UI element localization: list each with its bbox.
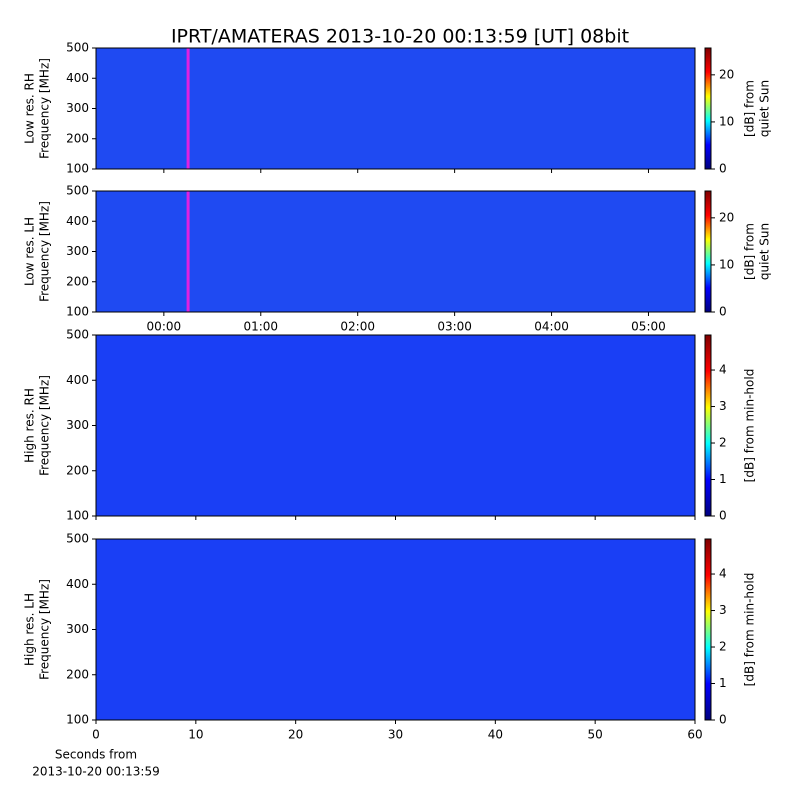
y-tick-label: 400 (66, 71, 89, 85)
colorbar-tick-label: 20 (719, 67, 734, 81)
y-tick-label: 500 (66, 184, 89, 198)
x-tick-label: 04:00 (534, 320, 569, 334)
x-tick-label: 60 (687, 728, 702, 742)
y-tick-label: 400 (66, 214, 89, 228)
x-tick-label: 30 (388, 728, 403, 742)
colorbar-tick-label: 10 (719, 257, 734, 271)
colorbar-label: quiet Sun (758, 223, 772, 280)
y-tick-label: 400 (66, 577, 89, 591)
y-tick-label: 100 (66, 713, 89, 727)
x-tick-label: 01:00 (243, 320, 278, 334)
x-tick-label: 50 (588, 728, 603, 742)
x-tick-label: 10 (188, 728, 203, 742)
y-tick-label: 200 (66, 131, 89, 145)
colorbar (704, 538, 712, 721)
x-tick-label: 05:00 (631, 320, 666, 334)
colorbar-tick-label: 0 (719, 509, 727, 523)
x-tick-label: 40 (488, 728, 503, 742)
colorbar-tick-label: 0 (719, 162, 727, 176)
y-axis-label: Low res. LH (23, 217, 37, 286)
y-axis-label: Frequency [MHz] (38, 375, 52, 476)
y-tick-label: 200 (66, 274, 89, 288)
spectrogram-image (96, 539, 695, 720)
colorbar-tick-label: 1 (719, 472, 727, 486)
y-tick-label: 300 (66, 244, 89, 258)
x-tick-label: 0 (92, 728, 100, 742)
y-tick-label: 300 (66, 622, 89, 636)
x-axis-label: Seconds from (55, 748, 137, 762)
spectrogram-image (96, 48, 695, 169)
y-tick-label: 200 (66, 463, 89, 477)
y-axis-label: High res. LH (23, 593, 37, 666)
colorbar-label: [dB] from min-hold (743, 573, 757, 687)
spectrogram-image (96, 191, 695, 312)
spectrogram-image (96, 335, 695, 516)
y-tick-label: 100 (66, 305, 89, 319)
x-tick-label: 02:00 (340, 320, 375, 334)
colorbar (704, 47, 712, 170)
colorbar-tick-label: 3 (719, 399, 727, 413)
y-tick-label: 500 (66, 41, 89, 55)
colorbar-tick-label: 20 (719, 210, 734, 224)
y-axis-label: Frequency [MHz] (38, 201, 52, 302)
y-tick-label: 500 (66, 328, 89, 342)
colorbar-tick-label: 0 (719, 305, 727, 319)
colorbar-tick-label: 4 (719, 363, 727, 377)
colorbar-label: quiet Sun (758, 80, 772, 137)
y-tick-label: 400 (66, 373, 89, 387)
y-tick-label: 300 (66, 101, 89, 115)
y-tick-label: 100 (66, 162, 89, 176)
colorbar (704, 334, 712, 517)
colorbar-tick-label: 0 (719, 713, 727, 727)
colorbar-tick-label: 1 (719, 676, 727, 690)
y-tick-label: 100 (66, 509, 89, 523)
y-tick-label: 300 (66, 418, 89, 432)
colorbar (704, 190, 712, 313)
colorbar-tick-label: 4 (719, 567, 727, 581)
colorbar-label: [dB] from (743, 80, 757, 137)
y-axis-label: Frequency [MHz] (38, 579, 52, 680)
y-axis-label: High res. RH (23, 388, 37, 463)
x-tick-label: 03:00 (437, 320, 472, 334)
y-axis-label: Low res. RH (23, 73, 37, 144)
colorbar-tick-label: 10 (719, 114, 734, 128)
x-tick-label: 00:00 (147, 320, 182, 334)
colorbar-label: [dB] from (743, 223, 757, 280)
y-axis-label: Frequency [MHz] (38, 58, 52, 159)
colorbar-tick-label: 3 (719, 603, 727, 617)
y-tick-label: 200 (66, 667, 89, 681)
y-tick-label: 500 (66, 532, 89, 546)
colorbar-tick-label: 2 (719, 640, 727, 654)
x-tick-label: 20 (288, 728, 303, 742)
x-axis-label: 2013-10-20 00:13:59 (32, 765, 159, 779)
colorbar-label: [dB] from min-hold (743, 369, 757, 483)
chart-title: IPRT/AMATERAS 2013-10-20 00:13:59 [UT] 0… (171, 26, 629, 48)
colorbar-tick-label: 2 (719, 436, 727, 450)
